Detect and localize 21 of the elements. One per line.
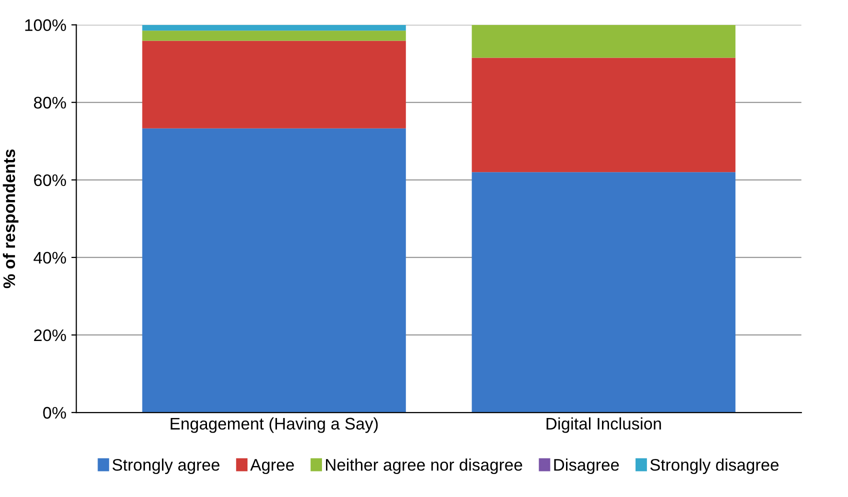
legend-label: Strongly agree [112, 458, 220, 474]
bar [142, 128, 406, 413]
legend-label: Strongly disagree [650, 458, 779, 474]
bar [472, 172, 736, 413]
y-axis-title: % of respondents [2, 149, 18, 288]
x-tick-label: Digital Inclusion [546, 417, 661, 433]
bar [142, 30, 406, 41]
bar [142, 40, 406, 128]
bar [472, 58, 736, 172]
bar [472, 24, 736, 58]
y-tick-label: 20% [34, 329, 66, 342]
y-tick-label: 100% [25, 19, 66, 32]
legend-label: Neither agree nor disagree [326, 458, 522, 474]
y-tick-label: 60% [34, 174, 66, 186]
y-tick-label: 0% [43, 406, 66, 419]
x-tick-label: Engagement (Having a Say) [170, 417, 378, 433]
bar [142, 24, 406, 31]
y-tick-label: 40% [34, 252, 66, 264]
legend-label: Agree [250, 459, 294, 474]
y-tick-label: 80% [34, 96, 66, 109]
legend-label: Disagree [554, 458, 619, 474]
